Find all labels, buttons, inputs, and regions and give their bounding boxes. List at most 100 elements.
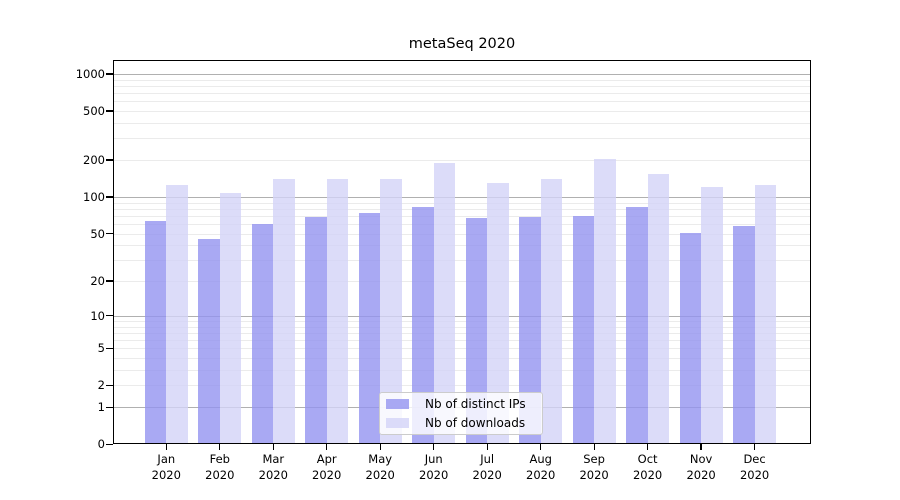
- x-tick-mark: [379, 444, 381, 450]
- bar-distinct-ips-aug: [519, 217, 541, 444]
- bar-downloads-aug: [540, 179, 563, 444]
- gridline-minor: [113, 245, 811, 247]
- gridline-minor: [113, 138, 811, 140]
- gridline-minor: [113, 260, 811, 262]
- gridline-major: [113, 74, 811, 75]
- y-tick-mark: [106, 406, 113, 408]
- gridline-minor: [113, 332, 811, 334]
- gridline-minor: [113, 370, 811, 371]
- bar-distinct-ips-nov: [679, 232, 702, 444]
- bar-distinct-ips-feb: [198, 239, 220, 444]
- bar-downloads-nov: [701, 186, 723, 444]
- bar-distinct-ips-may: [358, 212, 381, 444]
- gridline-minor: [113, 320, 811, 322]
- x-tick-label-jul: Jul 2020: [472, 452, 502, 482]
- gridline-minor: [113, 348, 811, 350]
- x-tick-mark: [486, 444, 488, 450]
- x-tick-label-oct: Oct 2020: [632, 452, 663, 482]
- x-tick-mark: [753, 444, 756, 450]
- gridline-minor: [113, 123, 811, 124]
- gridline-major: [113, 315, 811, 317]
- x-tick-mark: [272, 444, 274, 450]
- legend-label-distinct-ips: Nb of distinct IPs: [425, 396, 526, 411]
- bar-downloads-may: [380, 179, 402, 444]
- legend-label-downloads: Nb of downloads: [425, 415, 526, 430]
- x-tick-mark: [219, 444, 221, 450]
- gridline-minor: [113, 111, 811, 113]
- x-tick-mark: [165, 444, 167, 450]
- x-tick-mark: [540, 444, 542, 450]
- y-tick-label: 500: [83, 104, 105, 119]
- gridline-minor: [113, 233, 811, 235]
- gridline-minor: [113, 326, 811, 328]
- y-tick-mark: [106, 315, 113, 317]
- y-tick-label: 1: [97, 400, 105, 415]
- plot-area: [113, 60, 811, 444]
- x-tick-label-jan: Jan 2020: [151, 452, 181, 482]
- bar-distinct-ips-jul: [465, 218, 488, 444]
- x-tick-label-dec: Dec 2020: [739, 452, 770, 482]
- y-tick-mark: [106, 384, 113, 387]
- gridline-minor: [113, 340, 811, 341]
- x-tick-label-jun: Jun 2020: [419, 452, 449, 482]
- bar-downloads-jun: [433, 162, 456, 444]
- bar-distinct-ips-sep: [572, 215, 595, 444]
- gridline-minor: [113, 208, 811, 210]
- gridline-minor: [113, 215, 811, 217]
- legend-swatch-distinct-ips: [386, 399, 409, 409]
- x-tick-mark: [647, 444, 649, 450]
- bar-downloads-jul: [487, 183, 509, 444]
- y-tick-label: 100: [83, 189, 105, 204]
- legend-row-distinct-ips: Nb of distinct IPs: [386, 397, 542, 412]
- x-tick-label-apr: Apr 2020: [312, 452, 342, 482]
- gridline-minor: [113, 385, 811, 387]
- y-tick-mark: [106, 110, 113, 112]
- x-tick-mark: [700, 444, 702, 450]
- legend: Nb of distinct IPs Nb of downloads: [379, 392, 543, 435]
- gridline-minor: [113, 85, 811, 87]
- gridline-minor: [113, 202, 811, 204]
- bar-distinct-ips-dec: [733, 225, 755, 444]
- y-tick-mark: [106, 347, 113, 349]
- bar-distinct-ips-apr: [305, 216, 327, 444]
- y-tick-label: 200: [83, 153, 105, 167]
- bar-downloads-sep: [594, 159, 616, 444]
- bar-distinct-ips-oct: [626, 207, 648, 444]
- bar-downloads-dec: [754, 185, 777, 444]
- x-tick-mark: [433, 444, 435, 450]
- bar-downloads-jan: [166, 184, 188, 444]
- gridline-minor: [113, 79, 811, 81]
- x-tick-label-feb: Feb 2020: [205, 452, 235, 482]
- y-tick-label: 20: [90, 274, 105, 289]
- legend-row-downloads: Nb of downloads: [386, 416, 542, 431]
- y-tick-label: 2: [97, 378, 105, 393]
- gridline-minor: [113, 101, 811, 103]
- y-tick-label: 5: [97, 341, 105, 356]
- bar-downloads-feb: [219, 193, 242, 444]
- bar-distinct-ips-mar: [251, 223, 274, 444]
- chart-title: metaSeq 2020: [408, 36, 516, 52]
- gridline-minor: [113, 358, 811, 359]
- gridline-minor: [113, 281, 811, 283]
- x-tick-mark: [593, 444, 595, 450]
- bar-distinct-ips-jun: [412, 207, 434, 444]
- x-tick-label-aug: Aug 2020: [526, 452, 556, 482]
- y-tick-label: 1000: [75, 67, 105, 81]
- y-tick-mark: [106, 196, 113, 198]
- x-tick-mark: [326, 444, 328, 450]
- y-tick-mark: [106, 159, 113, 161]
- y-tick-mark: [106, 73, 113, 75]
- y-tick-mark: [106, 280, 113, 282]
- x-tick-label-sep: Sep 2020: [579, 452, 609, 482]
- y-tick-label: 50: [90, 226, 105, 241]
- bar-distinct-ips-jan: [144, 220, 167, 444]
- bar-downloads-oct: [647, 174, 670, 444]
- y-tick-label: 0: [97, 437, 105, 452]
- gridline-major: [113, 196, 811, 198]
- bar-downloads-apr: [326, 179, 349, 444]
- y-tick-mark: [106, 443, 113, 445]
- bar-downloads-mar: [273, 179, 295, 444]
- y-tick-mark: [106, 232, 113, 235]
- gridline-minor: [113, 93, 811, 95]
